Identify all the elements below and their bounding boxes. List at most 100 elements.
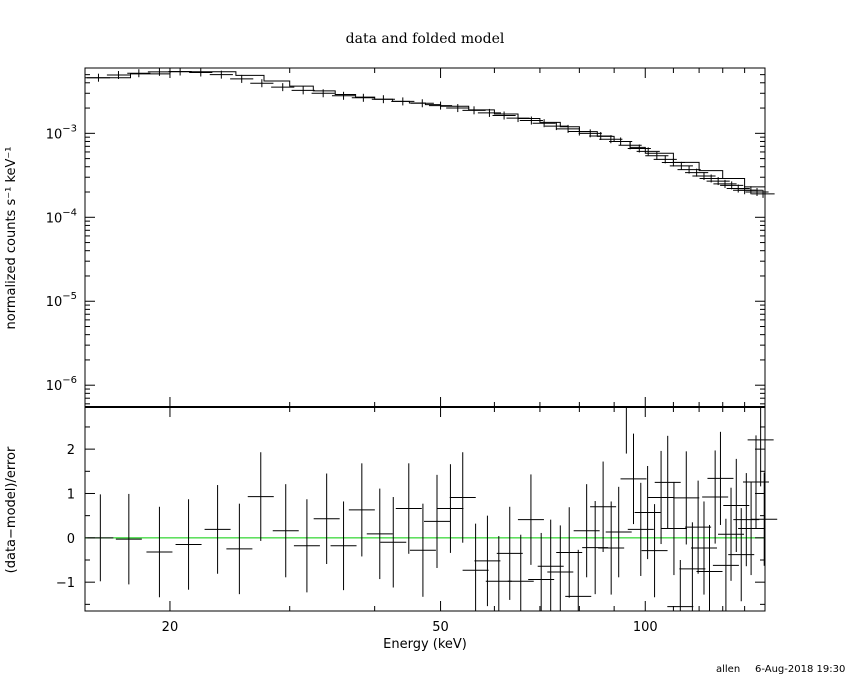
residual-point <box>449 452 476 543</box>
chart-title: data and folded model <box>346 31 505 47</box>
top-y-tick-label: 10−5 <box>46 291 77 310</box>
footer-user: allen <box>716 664 740 675</box>
bottom-y-tick-label: −1 <box>56 576 75 591</box>
residual-point <box>702 450 729 544</box>
top-data-point <box>291 86 315 95</box>
residual-point <box>87 494 114 582</box>
residual-point <box>366 488 393 580</box>
top-data-point <box>209 70 233 79</box>
residual-point <box>685 480 712 574</box>
bottom-y-tick-label: 0 <box>67 532 75 547</box>
top-data-point <box>618 141 642 150</box>
residual-point <box>712 518 739 611</box>
x-tick-label: 100 <box>633 620 658 635</box>
top-data-point <box>506 114 530 123</box>
residual-point <box>738 481 765 576</box>
residual-point <box>272 484 299 578</box>
top-data-point <box>127 69 151 78</box>
top-y-ticks <box>85 67 765 405</box>
residual-point <box>751 472 778 566</box>
top-data-point <box>351 93 375 102</box>
residual-point <box>247 452 274 541</box>
residual-point <box>395 463 422 554</box>
top-data-points <box>86 67 775 198</box>
residual-point <box>313 473 340 564</box>
top-data-point <box>331 91 356 100</box>
top-data-point <box>636 147 660 156</box>
top-panel-frame <box>84 67 766 408</box>
top-data-point <box>477 108 502 117</box>
residual-point <box>330 501 357 591</box>
bottom-y-axis-label: (data−model)/error <box>4 446 19 573</box>
residual-point <box>627 482 654 576</box>
top-data-point <box>371 95 395 104</box>
top-data-point <box>645 151 669 160</box>
top-x-ticks <box>169 68 766 407</box>
residual-point <box>226 503 253 595</box>
residual-point <box>462 523 489 611</box>
top-data-point <box>532 119 556 128</box>
residual-point <box>474 515 501 607</box>
residual-point <box>485 536 512 611</box>
residual-point <box>641 504 668 598</box>
residual-point <box>634 465 661 560</box>
residual-point <box>293 499 320 593</box>
residual-point <box>437 464 464 553</box>
top-data-point <box>410 99 434 108</box>
bottom-y-ticks <box>85 426 765 605</box>
residual-point <box>690 501 717 595</box>
residual-point <box>747 407 774 487</box>
residual-point <box>620 433 647 525</box>
residual-point <box>613 406 640 454</box>
top-data-point <box>189 68 213 77</box>
bottom-x-ticks <box>169 407 766 611</box>
residual-point <box>707 431 734 525</box>
top-y-tick-label: 10−6 <box>46 375 77 394</box>
x-tick-label: 50 <box>432 620 449 635</box>
top-data-point <box>726 184 750 193</box>
top-data-point <box>271 83 295 92</box>
top-data-point <box>446 104 470 113</box>
residual-point <box>380 497 407 588</box>
top-data-point <box>86 73 111 82</box>
top-data-point <box>739 186 763 195</box>
residual-point <box>204 485 231 574</box>
top-data-point <box>462 106 486 115</box>
top-data-point <box>713 179 737 188</box>
bottom-y-tick-labels: −1 0 1 2 <box>56 443 75 591</box>
residual-point <box>348 463 375 557</box>
top-data-point <box>250 79 274 88</box>
model-step-line <box>85 71 765 188</box>
residual-point <box>537 519 564 611</box>
bottom-x-tick-labels: 20 50 100 <box>162 620 658 635</box>
residual-point <box>573 484 600 578</box>
residual-point <box>528 532 555 611</box>
residual-point <box>654 435 681 529</box>
residual-point <box>496 506 523 600</box>
bottom-panel: −1 0 1 2 20 50 100 (data−model)/error Energy … <box>4 406 778 652</box>
top-y-tick-label: 10−4 <box>46 207 77 226</box>
top-data-point <box>519 116 543 125</box>
top-data-point <box>106 71 131 80</box>
residual-point <box>565 549 592 611</box>
residual-point <box>723 458 750 553</box>
residual-point <box>507 534 534 611</box>
top-data-point <box>751 189 775 198</box>
top-data-point <box>589 131 613 140</box>
top-data-point <box>311 89 335 98</box>
top-data-point <box>168 67 192 76</box>
footer-timestamp: 6-Aug-2018 19:30 <box>755 664 845 675</box>
residual-point <box>718 487 745 581</box>
residual-point <box>590 461 617 553</box>
residual-point <box>679 522 706 611</box>
top-data-point <box>492 111 516 120</box>
top-data-point <box>230 74 254 83</box>
bottom-y-tick-label: 1 <box>67 487 75 502</box>
residual-point <box>667 560 694 611</box>
residual-point <box>648 450 675 545</box>
top-panel: 10−6 10−5 10−4 10−3 normalized counts s⁻¹ k… <box>4 67 775 408</box>
residual-point <box>598 501 625 595</box>
top-y-axis-label: normalized counts s⁻¹ keV⁻¹ <box>4 147 19 330</box>
bottom-y-tick-label: 2 <box>67 443 75 458</box>
